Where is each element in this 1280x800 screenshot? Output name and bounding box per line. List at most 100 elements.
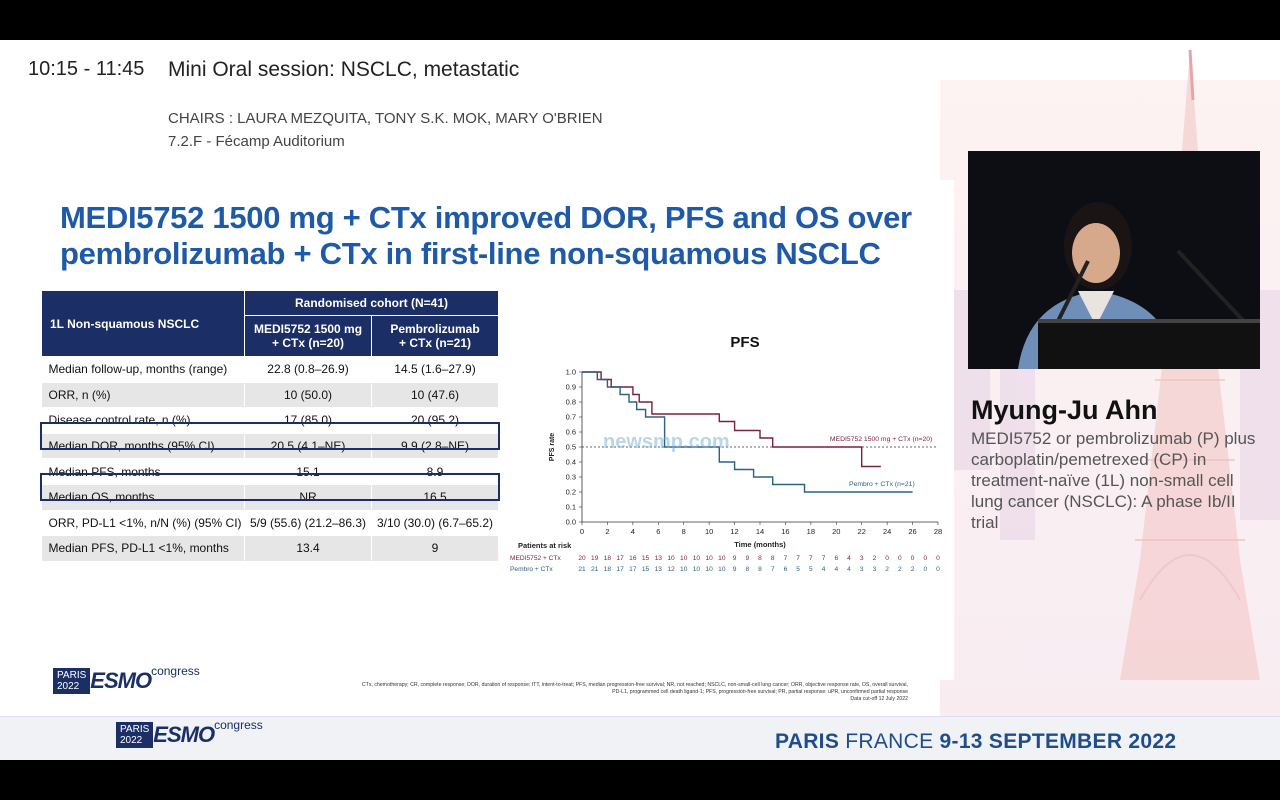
pfs-series-line (582, 371, 913, 493)
risk-count: 7 (784, 555, 788, 562)
risk-count: 8 (758, 566, 762, 573)
pfs-series-line (582, 371, 881, 468)
risk-count: 6 (834, 555, 838, 562)
risk-count: 5 (809, 566, 813, 573)
risk-count: 10 (680, 566, 688, 573)
bottom-bar (0, 716, 1280, 760)
y-axis-label: PFS rate (549, 433, 556, 462)
y-tick-label: 0.1 (566, 503, 576, 512)
x-tick-label: 0 (580, 527, 584, 536)
table-group-header: Randomised cohort (N=41) (244, 290, 499, 316)
table-corner-header: 1L Non-squamous NSCLC (41, 290, 245, 357)
x-axis-label: Time (months) (734, 540, 786, 549)
presentation-stage: 10:15 - 11:45 Mini Oral session: NSCLC, … (0, 40, 1280, 760)
esmo-logo-bottom: PARIS 2022 ESMOcongress (116, 718, 263, 748)
risk-count: 13 (655, 555, 663, 562)
risk-count: 4 (847, 555, 851, 562)
risk-count: 7 (796, 555, 800, 562)
y-tick-label: 0.9 (566, 383, 576, 392)
logo-esmo-wordmark: ESMO (90, 668, 152, 693)
watermark-text: newsmp.com (603, 431, 730, 453)
risk-count: 18 (604, 566, 612, 573)
logo-congress: congress (214, 718, 263, 732)
risk-count: 8 (745, 566, 749, 573)
risk-count: 2 (911, 566, 915, 573)
speaker-name: Myung-Ju Ahn (971, 395, 1158, 425)
risk-count: 13 (655, 566, 663, 573)
table-row: ORR, PD-L1 <1%, n/N (%) (95% CI) 5/9 (55.… (41, 510, 499, 537)
table-row: Median follow-up, months (range) 22.8 (0.… (41, 356, 499, 383)
x-tick-label: 26 (908, 527, 916, 536)
chart-title: PFS (730, 334, 759, 351)
risk-count: 4 (847, 566, 851, 573)
risk-count: 0 (936, 566, 940, 573)
risk-count: 0 (923, 555, 927, 562)
risk-row-label: Pembro + CTx (510, 566, 553, 573)
y-tick-label: 0.5 (566, 443, 576, 452)
risk-count: 17 (616, 555, 624, 562)
y-tick-label: 0.7 (566, 413, 576, 422)
table-row: Disease control rate, n (%) 17 (85.0) 20 (… (41, 407, 499, 434)
y-tick-label: 0.8 (566, 398, 576, 407)
x-tick-label: 10 (705, 527, 713, 536)
y-tick-label: 0.2 (566, 488, 576, 497)
risk-count: 2 (898, 566, 902, 573)
event-location-dates: PARIS FRANCE 9-13 SEPTEMBER 2022 (775, 730, 1177, 753)
speaker-talk-title: MEDI5752 or pembrolizumab (P) plus carbo… (971, 429, 1256, 532)
slide-title-line-1: MEDI5752 1500 mg + CTx improved DOR, PFS… (60, 200, 912, 235)
risk-count: 6 (784, 566, 788, 573)
risk-count: 17 (616, 566, 624, 573)
risk-count: 4 (834, 566, 838, 573)
risk-count: 10 (705, 566, 713, 573)
x-tick-label: 4 (631, 527, 635, 536)
risk-count: 4 (822, 566, 826, 573)
table-row: Median OS, months NR 16.5 (41, 484, 499, 511)
risk-count: 20 (578, 555, 586, 562)
risk-count: 10 (667, 555, 675, 562)
risk-count: 10 (718, 555, 726, 562)
risk-count: 2 (873, 555, 877, 562)
esmo-logo-slide: PARIS 2022 ESMOcongress (53, 664, 200, 694)
logo-esmo-wordmark: ESMO (153, 722, 215, 747)
x-tick-label: 18 (807, 527, 815, 536)
x-tick-label: 16 (781, 527, 789, 536)
table-row: ORR, n (%) 10 (50.0) 10 (47.6) (41, 382, 499, 409)
x-tick-label: 24 (883, 527, 891, 536)
x-tick-label: 20 (832, 527, 840, 536)
y-tick-label: 0.6 (566, 428, 576, 437)
table-col-pembro-header: Pembrolizumab + CTx (n=21) (371, 315, 499, 357)
session-title: Mini Oral session: NSCLC, metastatic (168, 58, 520, 81)
x-tick-label: 14 (756, 527, 764, 536)
x-tick-label: 22 (858, 527, 866, 536)
risk-count: 9 (733, 555, 737, 562)
risk-count: 8 (758, 555, 762, 562)
risk-count: 12 (667, 566, 675, 573)
session-room: 7.2.F - Fécamp Auditorium (168, 133, 345, 150)
risk-count: 0 (911, 555, 915, 562)
y-tick-label: 0.0 (566, 518, 576, 527)
x-tick-label: 6 (656, 527, 660, 536)
risk-count: 10 (718, 566, 726, 573)
table-row: Median PFS, PD-L1 <1%, months 13.4 9 (41, 535, 499, 562)
x-tick-label: 8 (682, 527, 686, 536)
risk-count: 0 (898, 555, 902, 562)
risk-count: 10 (693, 555, 701, 562)
logo-city-year: PARIS 2022 (116, 722, 154, 748)
x-tick-label: 2 (605, 527, 609, 536)
risk-count: 2 (885, 566, 889, 573)
risk-count: 3 (860, 566, 864, 573)
session-chairs: CHAIRS : LAURA MEZQUITA, TONY S.K. MOK, … (168, 110, 603, 127)
risk-count: 15 (642, 555, 650, 562)
slide-title-line-2: pembrolizumab + CTx in first-line non-sq… (60, 236, 881, 271)
risk-count: 15 (642, 566, 650, 573)
risk-count: 21 (591, 566, 599, 573)
risk-count: 16 (629, 555, 637, 562)
x-tick-label: 12 (730, 527, 738, 536)
presentation-slide: MEDI5752 1500 mg + CTx improved DOR, PFS… (18, 180, 954, 702)
risk-row-label: MEDI5752 + CTx (510, 555, 561, 562)
slide-footnote: CTx, chemotherapy; CR, complete response… (361, 682, 908, 702)
risk-count: 3 (860, 555, 864, 562)
risk-count: 17 (629, 566, 637, 573)
risk-count: 0 (936, 555, 940, 562)
risk-count: 19 (591, 555, 599, 562)
